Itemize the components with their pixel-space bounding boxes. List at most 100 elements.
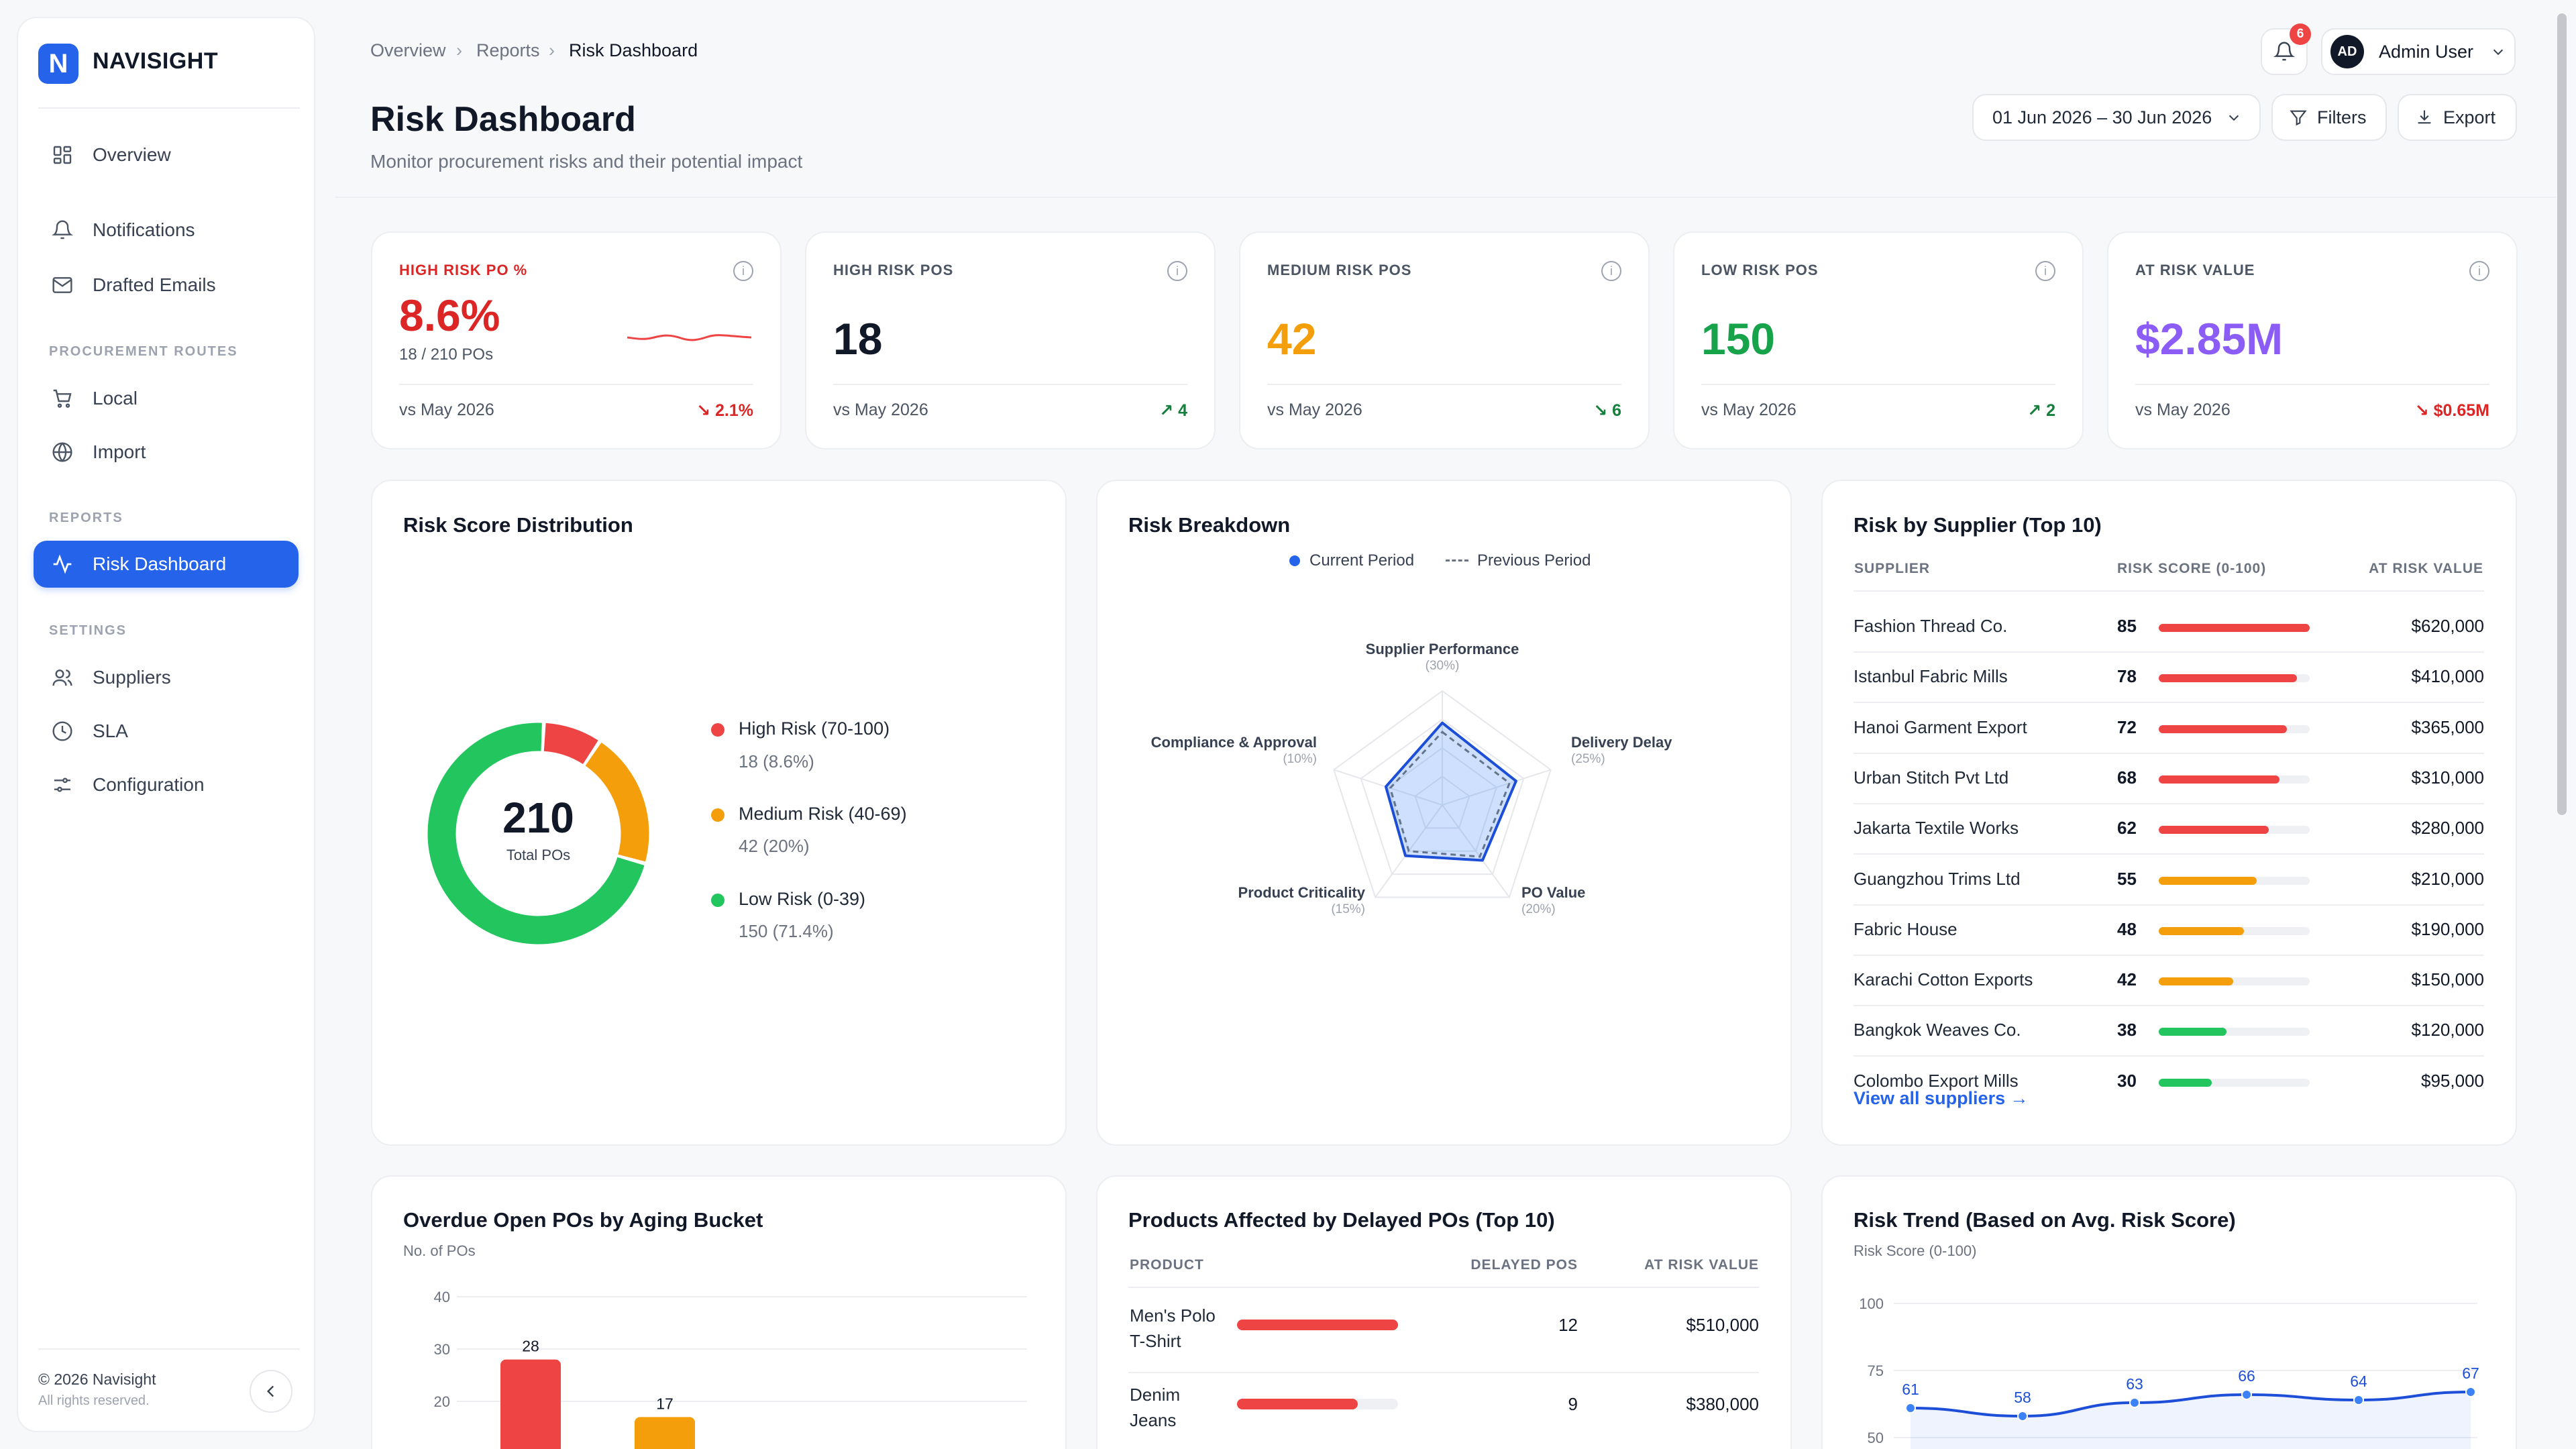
table-row[interactable]: Fabric House 48 $190,000: [1854, 907, 2484, 956]
breadcrumb-overview[interactable]: Overview: [370, 40, 446, 60]
notification-badge: 6: [2290, 23, 2311, 45]
sidebar-item-configuration[interactable]: Configuration: [34, 761, 299, 808]
table-row[interactable]: Jakarta Textile Works 62 $280,000: [1854, 806, 2484, 855]
kpi-delta: ↗ 2: [2027, 400, 2055, 421]
info-icon[interactable]: i: [2469, 261, 2489, 281]
trend-value-label: 61: [1902, 1381, 1919, 1398]
sidebar-item-risk-dashboard[interactable]: Risk Dashboard: [34, 541, 299, 588]
chevron-down-icon: [2226, 110, 2241, 125]
kpi-divider: [2135, 384, 2489, 385]
panel-title: Risk Breakdown: [1128, 513, 1291, 537]
sidebar-item-suppliers[interactable]: Suppliers: [34, 654, 299, 701]
table-row[interactable]: Men's Polo T-Shirt 12 $510,000: [1128, 1298, 1759, 1373]
bar[interactable]: [500, 1359, 561, 1449]
at-risk-value: $365,000: [2411, 716, 2484, 737]
table-row[interactable]: Hanoi Garment Export 72 $365,000: [1854, 705, 2484, 754]
export-button[interactable]: Export: [2398, 94, 2517, 141]
donut-total: 210: [502, 794, 574, 842]
bar[interactable]: [635, 1417, 695, 1449]
table-row[interactable]: Urban Stitch Pvt Ltd 68 $310,000: [1854, 755, 2484, 804]
legend-swatch: [711, 808, 724, 822]
radar-spoke: [1442, 804, 1510, 898]
at-risk-value: $210,000: [2411, 868, 2484, 889]
user-name: Admin User: [2379, 41, 2474, 62]
table-row[interactable]: Colombo Export Mills 30 $95,000: [1854, 1059, 2484, 1107]
kpi-value: 42: [1267, 314, 1317, 364]
filters-button[interactable]: Filters: [2271, 94, 2387, 141]
info-icon[interactable]: i: [1167, 261, 1187, 281]
column-header-at-risk-value: AT RISK VALUE: [1644, 1257, 1759, 1273]
table-row[interactable]: Denim Jeans 9 $380,000: [1128, 1377, 1759, 1449]
risk-trend-line-chart: 100 75 50 61 58 63 66 64 67: [1859, 1295, 2479, 1449]
sidebar-item-drafted-emails[interactable]: Drafted Emails: [34, 262, 299, 309]
kpi-label: AT RISK VALUE: [2135, 262, 2255, 278]
donut-slice-medium[interactable]: [585, 742, 649, 862]
table-row[interactable]: Bangkok Weaves Co. 38 $120,000: [1854, 1008, 2484, 1057]
trend-point[interactable]: [2129, 1397, 2140, 1408]
kpi-card-high-risk-pos: HIGH RISK POS i 18 vs May 2026 ↗ 4: [805, 231, 1216, 449]
trend-down-icon: ↘: [2414, 401, 2434, 420]
trend-point[interactable]: [2241, 1389, 2252, 1400]
filter-icon: [2289, 108, 2308, 127]
legend-dash: [1446, 559, 1468, 561]
trend-point[interactable]: [2353, 1395, 2364, 1405]
at-risk-value: $95,000: [2421, 1070, 2484, 1091]
legend-high-risk: High Risk (70-100): [739, 718, 890, 739]
delayed-bar: [1237, 1320, 1398, 1330]
kpi-delta: ↘ 6: [1593, 400, 1621, 421]
trend-value-label: 67: [2462, 1364, 2479, 1382]
radar-grid-ring: [1360, 718, 1525, 875]
trend-down-icon: ↘: [696, 401, 716, 420]
breadcrumb-reports[interactable]: Reports: [476, 40, 540, 60]
table-row[interactable]: Karachi Cotton Exports 42 $150,000: [1854, 957, 2484, 1007]
column-header-delayed-pos: DELAYED POS: [1470, 1257, 1578, 1273]
row-divider: [1854, 651, 2484, 653]
sliders-icon: [50, 773, 74, 797]
legend-swatch: [711, 723, 724, 737]
trend-point[interactable]: [2017, 1411, 2028, 1421]
header-divider: [335, 197, 2556, 198]
info-icon[interactable]: i: [1601, 261, 1621, 281]
sidebar-item-notifications[interactable]: Notifications: [34, 207, 299, 254]
kpi-label: MEDIUM RISK POS: [1267, 262, 1412, 278]
sidebar-item-overview[interactable]: Overview: [34, 131, 299, 178]
risk-score-bar-track: [2159, 775, 2310, 784]
at-risk-value: $510,000: [1686, 1315, 1759, 1335]
trend-point[interactable]: [1905, 1403, 1916, 1413]
collapse-sidebar-button[interactable]: [250, 1370, 292, 1413]
table-row[interactable]: Istanbul Fabric Mills 78 $410,000: [1854, 654, 2484, 704]
sidebar-item-sla[interactable]: SLA: [34, 708, 299, 755]
radar-series-previous[interactable]: [1389, 731, 1511, 858]
sidebar-item-local[interactable]: Local: [34, 375, 299, 422]
table-row[interactable]: Fashion Thread Co. 85 $620,000: [1854, 604, 2484, 653]
at-risk-value: $150,000: [2411, 969, 2484, 990]
y-tick-label: 100: [1859, 1295, 1884, 1312]
radar-axis-weight: (15%): [1331, 902, 1365, 916]
delayed-bar: [1237, 1399, 1358, 1409]
trend-line[interactable]: [1910, 1391, 2471, 1418]
info-icon[interactable]: i: [733, 261, 753, 281]
donut-total-label: Total POs: [506, 847, 571, 863]
row-divider: [1128, 1372, 1759, 1373]
supplier-name: Istanbul Fabric Mills: [1854, 666, 2008, 687]
supplier-name: Urban Stitch Pvt Ltd: [1854, 767, 2009, 788]
view-all-suppliers-link[interactable]: View all suppliers →: [1854, 1088, 2029, 1108]
trend-point[interactable]: [2465, 1387, 2476, 1397]
date-range-picker[interactable]: 01 Jun 2026 – 30 Jun 2026: [1972, 94, 2261, 141]
supplier-name: Jakarta Textile Works: [1854, 818, 2019, 839]
radar-axis-compliance-approval: Compliance & Approval: [1150, 734, 1317, 751]
sidebar-item-import[interactable]: Import: [34, 429, 299, 476]
delayed-bar-track: [1237, 1399, 1398, 1409]
info-icon[interactable]: i: [2035, 261, 2055, 281]
notifications-button[interactable]: [2261, 28, 2308, 75]
bar-value-label: 28: [522, 1338, 539, 1355]
bell-icon: [50, 218, 74, 242]
row-divider: [1854, 853, 2484, 855]
user-menu[interactable]: AD Admin User: [2321, 28, 2516, 75]
scrollbar-thumb[interactable]: [2557, 13, 2567, 815]
y-tick-label: 20: [434, 1393, 450, 1410]
table-row[interactable]: Guangzhou Trims Ltd 55 $210,000: [1854, 857, 2484, 906]
at-risk-value: $310,000: [2411, 767, 2484, 788]
panel-title: Overdue Open POs by Aging Bucket: [403, 1208, 763, 1232]
donut-slice-high[interactable]: [543, 722, 598, 765]
